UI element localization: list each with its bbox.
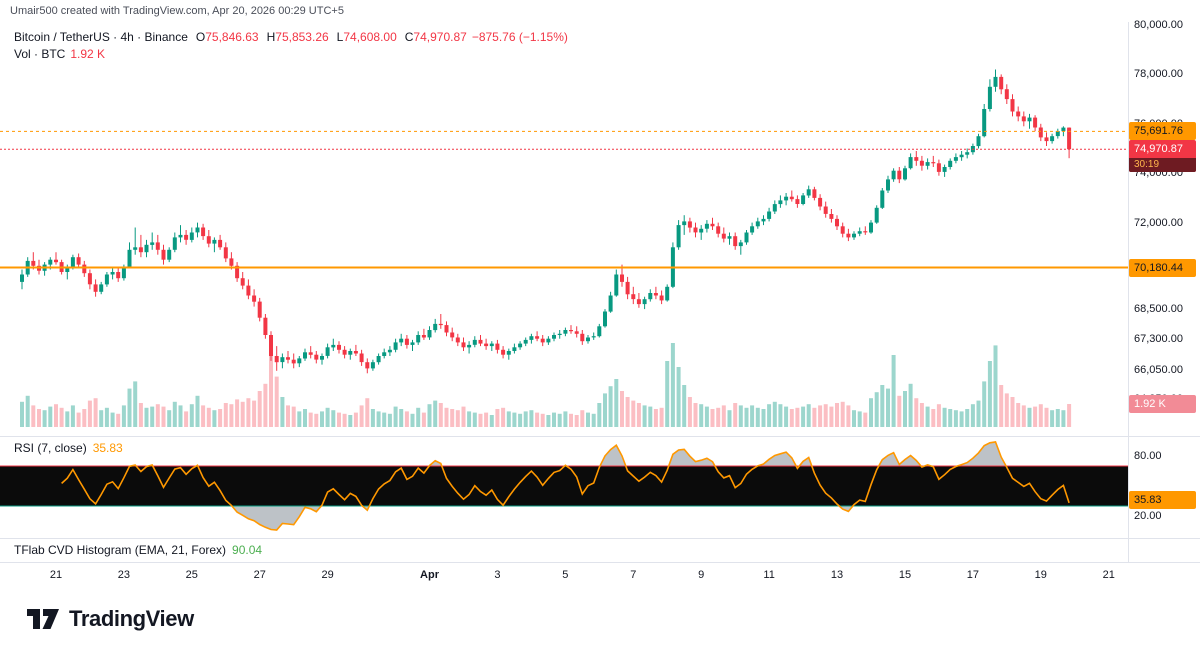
time-axis-label: Apr: [420, 569, 439, 581]
time-axis-label: 19: [1034, 569, 1047, 581]
volume-label-badge: 1.92 K: [1129, 394, 1196, 413]
tradingview-logo-mark: [27, 609, 59, 629]
time-axis-label: 7: [630, 569, 637, 581]
bar-countdown: 30:19: [1129, 158, 1196, 173]
open-label: O: [195, 30, 206, 44]
price-label-badge: 70,180.44: [1129, 258, 1196, 277]
open-value: 75,846.63: [205, 30, 259, 44]
price-axis-separator: [1128, 22, 1129, 562]
volume-value: 1.92 K: [70, 47, 106, 61]
price-tick: 67,300.00: [1134, 332, 1183, 345]
time-axis-separator: [0, 562, 1200, 563]
time-axis-label: 3: [494, 569, 501, 581]
close-value: 74,970.87: [413, 30, 467, 44]
time-axis-label: 21: [1102, 569, 1115, 581]
pane-separator-price-rsi[interactable]: [0, 436, 1200, 437]
time-axis-label: 15: [898, 569, 912, 581]
cvd-title[interactable]: TFlab CVD Histogram (EMA, 21, Forex): [14, 543, 227, 557]
volume-label[interactable]: Vol · BTC: [14, 47, 66, 61]
rsi-line: [61, 441, 1070, 531]
price-tick: 80,000.00: [1134, 19, 1183, 31]
tradingview-wordmark: TradingView: [69, 606, 194, 631]
volume-series: [20, 343, 1072, 427]
tradingview-logo[interactable]: TradingView: [26, 604, 194, 634]
time-axis-label: 27: [253, 569, 266, 581]
symbol-legend: Bitcoin / TetherUS · 4h · Binance O75,84…: [14, 30, 568, 44]
time-axis-label: 11: [763, 569, 775, 581]
chart-widget: Bitcoin / TetherUS · 4h · Binance O75,84…: [0, 19, 1200, 590]
time-axis-label: 21: [49, 569, 63, 581]
volume-legend: Vol · BTC 1.92 K: [14, 47, 105, 61]
high-label: H: [266, 30, 276, 44]
ohlc-high: H75,853.26: [264, 30, 329, 44]
rsi-band: [0, 466, 1128, 506]
rsi-value: 35.83: [92, 441, 123, 455]
rsi-tick: 80.00: [1134, 450, 1162, 462]
time-axis-label: 25: [185, 569, 198, 581]
chart-attribution: Umair500 created with TradingView.com, A…: [10, 5, 344, 17]
time-axis-label: 23: [117, 569, 130, 581]
price-label-badge: 75,691.76: [1129, 122, 1196, 141]
chart-canvas[interactable]: [0, 22, 1200, 590]
rsi-title[interactable]: RSI (7, close): [14, 441, 87, 455]
price-tick: 72,000.00: [1134, 216, 1183, 229]
price-axis[interactable]: 80,000.0078,000.0076,000.0074,000.0072,0…: [1128, 19, 1200, 562]
change-value: −875.76 (−1.15%): [471, 30, 568, 44]
cvd-legend: TFlab CVD Histogram (EMA, 21, Forex) 90.…: [14, 543, 262, 557]
time-axis-label: 13: [830, 569, 844, 581]
ohlc-low: L74,608.00: [334, 30, 397, 44]
time-axis-label: 29: [321, 569, 334, 581]
rsi-legend: RSI (7, close) 35.83: [14, 441, 123, 455]
ohlc-close: C74,970.87: [402, 30, 467, 44]
rsi-tick: 20.00: [1134, 510, 1162, 522]
low-label: L: [336, 30, 344, 44]
candle-series: [20, 69, 1072, 374]
rsi-value-badge: 35.83: [1129, 491, 1196, 510]
time-axis-label: 17: [966, 569, 979, 581]
price-tick: 66,050.00: [1134, 363, 1183, 376]
time-axis-label: 5: [562, 569, 569, 581]
high-value: 75,853.26: [275, 30, 329, 44]
pane-separator-rsi-cvd[interactable]: [0, 538, 1200, 539]
price-tick: 78,000.00: [1134, 68, 1183, 81]
symbol-title[interactable]: Bitcoin / TetherUS · 4h · Binance: [14, 30, 188, 44]
low-value: 74,608.00: [343, 30, 397, 44]
price-tick: 68,500.00: [1134, 303, 1183, 316]
close-label: C: [404, 30, 414, 44]
time-axis[interactable]: 21 23 25 27 29 Apr 3 5 7 9 11 13 15 17 19 21: [0, 562, 1128, 590]
time-axis-label: 9: [698, 569, 705, 581]
cvd-value: 90.04: [232, 543, 263, 557]
price-label-badge: 74,970.87 30:19: [1129, 140, 1196, 173]
ohlc-open: O75,846.63: [193, 30, 259, 44]
